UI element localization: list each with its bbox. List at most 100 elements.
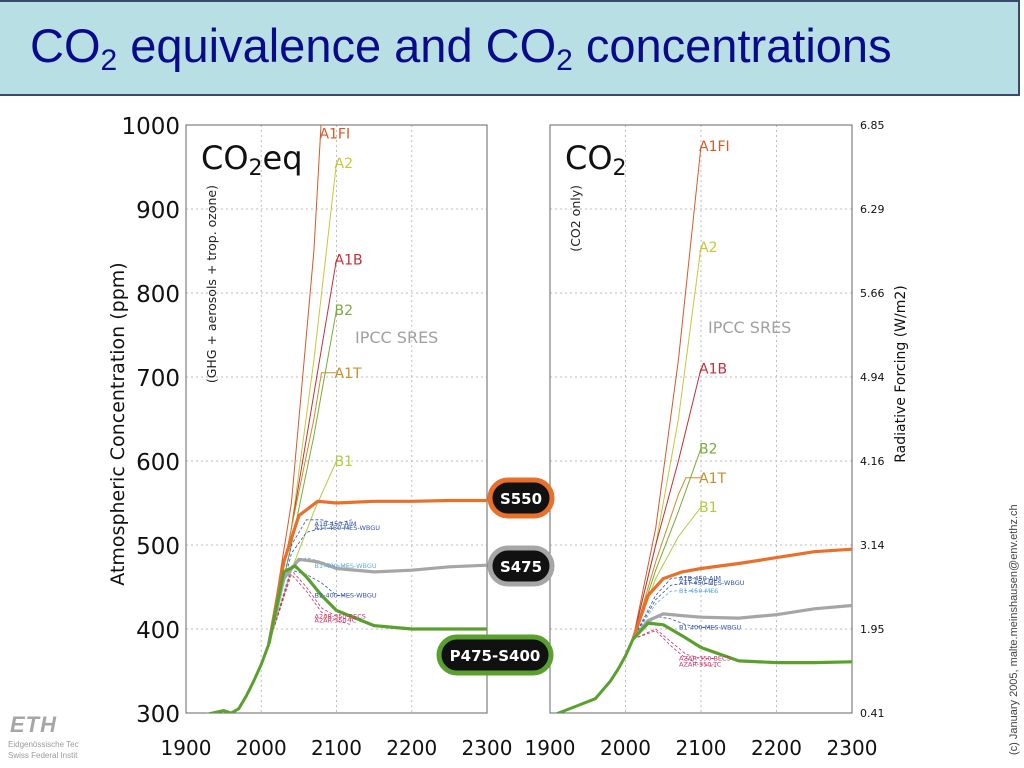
plot-area [205, 125, 487, 713]
plot-area [554, 145, 852, 713]
y-tick-label: 400 [136, 618, 180, 644]
badge-shape [487, 477, 555, 519]
pathway-label-a1b-450-aim: A1B-450-AIM [679, 575, 721, 583]
sres-label-a2: A2 [335, 156, 353, 172]
x-tick-label: 2300 [462, 736, 513, 760]
x-tick-label: 2100 [311, 736, 362, 760]
historical-line [205, 643, 271, 713]
pathway-label-azar-350-becs: AZAR-350-BECS [679, 654, 731, 662]
sres-line-b1 [268, 460, 337, 645]
forcing-tick-label: 6.29 [860, 203, 885, 216]
sres-label-b2: B2 [335, 303, 354, 319]
stabilization-line-s550 [631, 547, 852, 640]
sres-label-a1b: A1B [335, 252, 363, 268]
panel-note: (GHG + aerosols + trop. ozone) [204, 185, 219, 383]
pathway-label-a2ar-350-tc: A2AR-350-TC [315, 617, 357, 625]
pathway-line-a2ar-350-becs [268, 569, 352, 645]
sres-label-a1t: A1T [699, 471, 726, 487]
logo-line-2: Swiss Federal Instit [8, 751, 78, 760]
pathway-label-b2-400-mes-wbgu: B2-400-MES-WBGU [315, 591, 377, 599]
badge-label: P475-S400 [450, 647, 541, 665]
panel-title-sub: 2 [249, 156, 263, 181]
y2-axis-label: Radiative Forcing (W/m2) [893, 285, 909, 462]
pathway-label-a1b-450-aim: A1B-450-AIM [315, 520, 357, 528]
panel-title: CO2eq [201, 139, 303, 181]
x-tick-label: 1900 [525, 736, 576, 760]
sres-label-b1: B1 [699, 500, 718, 516]
sres-label-b2: B2 [699, 441, 718, 457]
forcing-tick-label: 3.14 [860, 539, 885, 552]
logo-line-1: Eidgenössische Tec [8, 740, 79, 749]
panel-title-tail: eq [263, 139, 303, 177]
x-tick-label: 2300 [827, 736, 878, 760]
title-part: equivalence and CO [117, 19, 557, 72]
y-tick-label: 800 [136, 282, 180, 308]
forcing-tick-label: 5.66 [860, 287, 885, 300]
eth-logo: ETH [10, 712, 57, 737]
chart-panel-right: 1900 2000 2100 2200 2300 6.85 6.29 5.66 4.94 4.16… [525, 119, 909, 760]
stabilization-line-p475-s400 [267, 564, 487, 645]
scenario-badge-p475-s400: P475-S400 [436, 634, 554, 676]
scenario-badge-s475: S475 [487, 545, 555, 587]
y-tick-label: 600 [136, 450, 180, 476]
forcing-tick-label: 0.41 [860, 707, 885, 720]
panel-title-main: CO [565, 139, 613, 177]
y-tick-label: 1000 [121, 114, 180, 140]
forcing-tick-label: 4.94 [860, 371, 885, 384]
y-tick-label: 500 [136, 534, 180, 560]
panel-title-sub: 2 [613, 156, 627, 181]
pathway-label-b1-450-mes: B1-450-MES [679, 587, 719, 595]
pathway-label-b1-400-mes-wbgu: B1-400-MES-WBGU [315, 562, 377, 570]
x-tick-label: 1900 [161, 736, 212, 760]
y-tick-label: 300 [136, 702, 180, 728]
y-tick-label: 700 [136, 366, 180, 392]
sres-label-a2: A2 [699, 240, 717, 256]
historical-line [554, 638, 635, 713]
sres-line-a1t [632, 477, 701, 640]
scenario-badge-s550: S550 [487, 477, 555, 519]
stabilization-line-s475 [267, 557, 487, 645]
sres-label-a1fi: A1FI [699, 139, 730, 155]
x-tick-label: 2200 [386, 736, 437, 760]
sres-line-a1b [632, 368, 702, 640]
copyright-note: (c) January 2005, malte.meinshausen@env.… [1008, 504, 1020, 755]
title-subscript: 2 [556, 44, 573, 77]
plot-frame [549, 124, 853, 714]
sres-label: IPCC SRES [708, 318, 791, 337]
title-part: concentrations [572, 19, 892, 72]
sres-label-a1t: A1T [335, 366, 362, 382]
sres-label-a1fi: A1FI [319, 126, 350, 142]
pathway-label-azar-350-tc: AZAR-350-TC [679, 660, 722, 668]
forcing-tick-label: 6.85 [860, 119, 885, 132]
y-axis-label: Atmospheric Concentration (ppm) [107, 262, 129, 585]
badge-shape [487, 545, 555, 587]
sres-label-b1: B1 [335, 454, 354, 470]
title-part: CO [30, 19, 101, 72]
stabilization-line-s475 [631, 603, 852, 641]
x-tick-label: 2200 [751, 736, 802, 760]
plot-frame [185, 124, 488, 714]
panel-title: CO2 [565, 139, 627, 181]
badge-shape [436, 634, 554, 676]
stabilization-line-p475-s400 [631, 621, 852, 665]
pathway-line-a1t-450-mes-wbgu [632, 582, 717, 640]
title-subscript: 2 [100, 44, 118, 77]
stabilization-line-s550 [267, 498, 487, 645]
pathway-line-azar-350-becs [632, 628, 717, 659]
badge-label: S550 [500, 490, 542, 508]
sres-line-a1fi [632, 145, 702, 640]
forcing-tick-label: 1.95 [860, 623, 885, 636]
y-tick-label: 900 [136, 198, 180, 224]
panel-note: (CO2 only) [568, 185, 583, 252]
pathway-label-a1t-450-mes-wbgu: A1T-450-MES-WBGU [679, 579, 745, 587]
badge-label: S475 [500, 558, 542, 576]
sres-label: IPCC SRES [355, 328, 438, 347]
pathway-line-b2-400-mes-wbgu [268, 569, 352, 645]
slide-title: CO2 equivalence and CO2 concentrations [30, 18, 892, 76]
x-tick-label: 2000 [236, 736, 287, 760]
title-bar: CO2 equivalence and CO2 concentrations [0, 0, 1020, 96]
pathway-line-a2ar-350-tc [268, 573, 352, 645]
panel-title-main: CO [201, 139, 249, 177]
chart-panel-left: 1900 2000 2100 2200 2300 300 400 500 600 700 800 90… [107, 114, 512, 760]
